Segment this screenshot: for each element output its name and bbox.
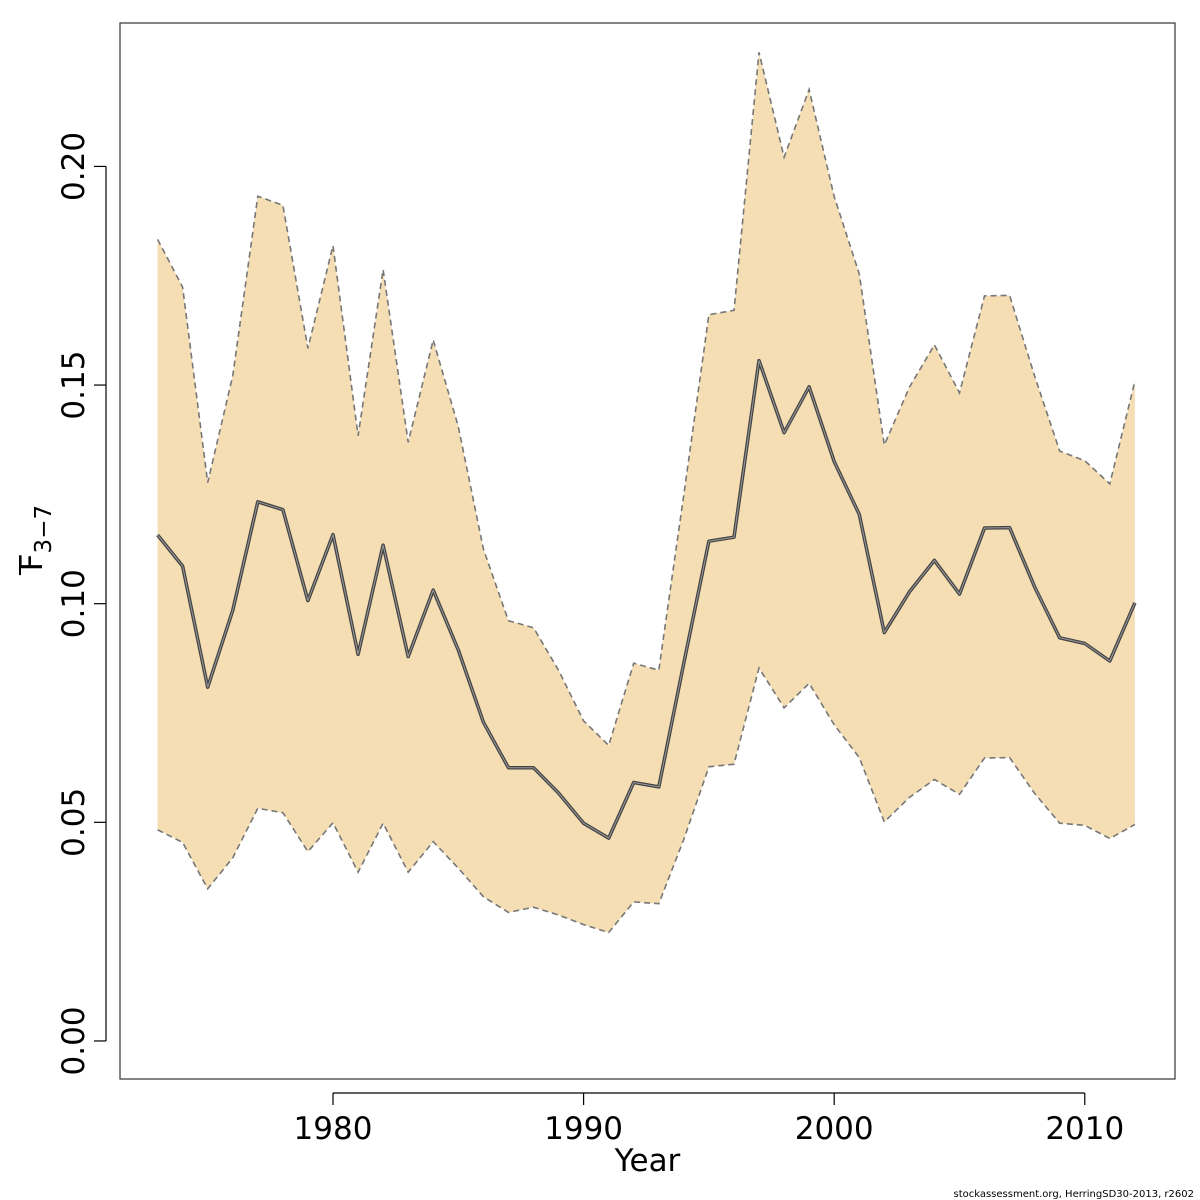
x-tick-label: 2010 <box>1045 1111 1124 1147</box>
y-tick-label: 0.05 <box>56 788 92 857</box>
confidence-bounds-group <box>156 52 1136 934</box>
y-tick-label: 0.00 <box>56 1006 92 1075</box>
estimate-line-highlight <box>157 360 1136 839</box>
source-credit: stockassessment.org, HerringSD30-2013, r… <box>953 1189 1194 1200</box>
estimate-line-group <box>156 358 1137 840</box>
x-tick-label: 1980 <box>294 1111 373 1147</box>
svg-text:F3−7: F3−7 <box>14 505 57 571</box>
lower-bound-line <box>157 666 1136 934</box>
confidence-band <box>157 52 1135 933</box>
y-tick-label: 0.20 <box>56 132 92 201</box>
y-axis: 0.00 0.05 0.10 0.15 0.20 <box>56 132 107 1075</box>
x-axis-title: Year <box>614 1143 681 1179</box>
x-tick-label: 1990 <box>544 1111 623 1147</box>
upper-bound-line <box>156 52 1136 747</box>
x-axis: 1980 1990 2000 2010 <box>294 1092 1124 1147</box>
y-axis-title-main: F <box>14 553 50 571</box>
plot-frame <box>119 22 1176 1080</box>
y-tick-label: 0.10 <box>56 569 92 638</box>
y-axis-title: F3−7 <box>14 505 57 576</box>
y-axis-title-subscript: 3−7 <box>31 505 57 554</box>
confidence-band-group <box>157 52 1135 933</box>
x-tick-label: 2000 <box>795 1111 874 1147</box>
y-tick-label: 0.15 <box>56 351 92 420</box>
